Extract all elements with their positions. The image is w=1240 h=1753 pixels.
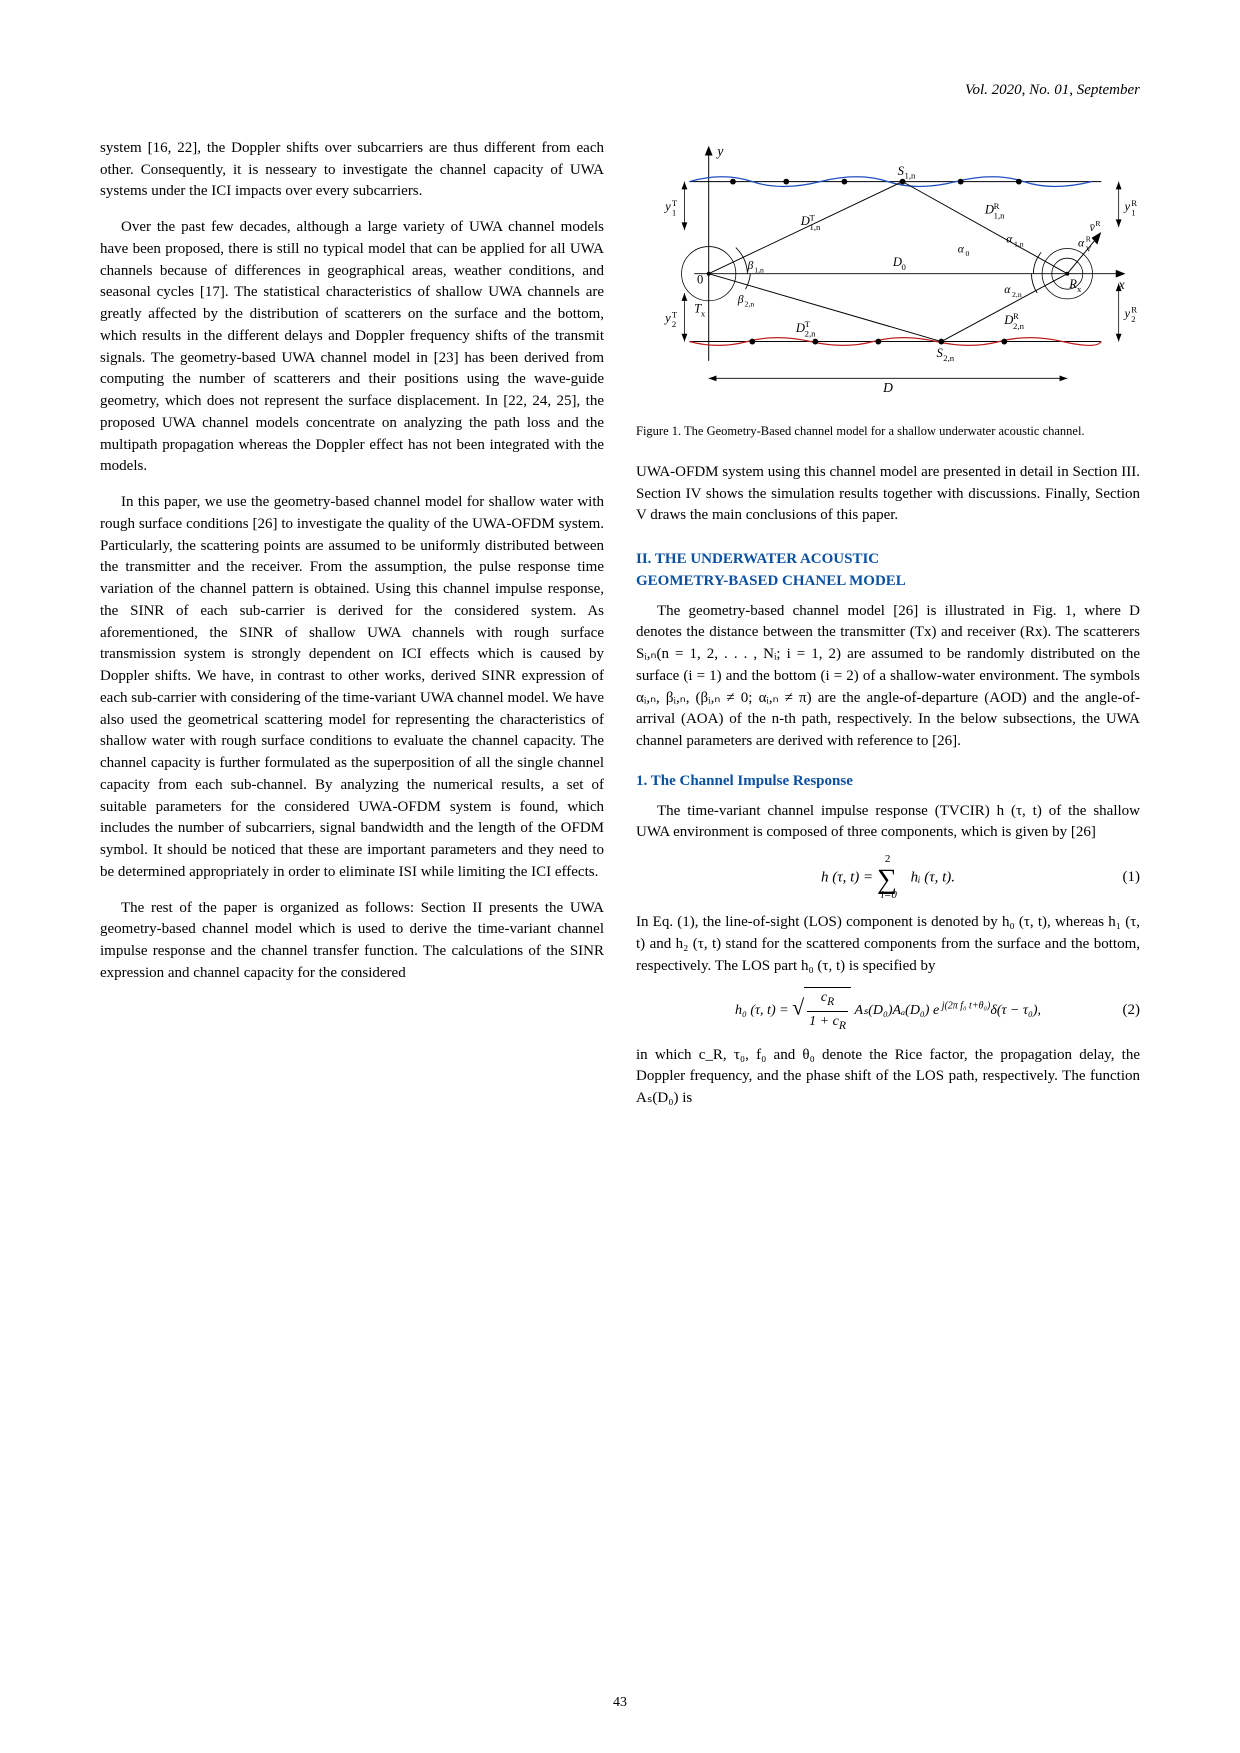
svg-text:α: α [1078, 236, 1085, 249]
svg-text:R: R [1131, 198, 1137, 208]
two-column-layout: system [16, 22], the Doppler shifts over… [100, 138, 1140, 1110]
svg-text:2: 2 [672, 319, 676, 329]
sub1-p-a: The time-variant channel impulse respons… [636, 801, 1140, 845]
equation-2: h₀ (τ, t) = √ cR 1 + cR Aₛ(D₀)Aₐ(D₀) e j… [636, 987, 1140, 1034]
figure-1: 0 y x [636, 138, 1140, 417]
svg-text:T: T [809, 212, 815, 222]
svg-text:1: 1 [672, 207, 676, 217]
section-2-p1: The geometry-based channel model [26] is… [636, 601, 1140, 753]
left-p3: In this paper, we use the geometry-based… [100, 492, 604, 884]
left-p4: The rest of the paper is organized as fo… [100, 898, 604, 985]
svg-text:T: T [805, 319, 811, 329]
header-volume: Vol. 2020, No. 01, September [100, 80, 1140, 102]
left-p2: Over the past few decades, although a la… [100, 217, 604, 478]
svg-text:2: 2 [1131, 314, 1135, 324]
svg-text:x: x [701, 308, 706, 318]
subsection-1-heading: 1. The Channel Impulse Response [636, 771, 1140, 793]
left-column: system [16, 22], the Doppler shifts over… [100, 138, 604, 1110]
svg-text:V: V [1086, 244, 1092, 253]
svg-text:y: y [663, 199, 671, 213]
svg-text:y: y [1122, 199, 1130, 213]
svg-text:2,n: 2,n [805, 328, 817, 338]
svg-text:0: 0 [966, 249, 970, 258]
svg-text:1,n: 1,n [754, 265, 764, 274]
left-p1: system [16, 22], the Doppler shifts over… [100, 138, 604, 203]
section-2-heading-l2: GEOMETRY-BASED CHANEL MODEL [636, 573, 906, 589]
section-2-heading-l1: II. THE UNDERWATER ACOUSTIC [636, 551, 879, 567]
svg-text:1,n: 1,n [904, 170, 916, 180]
sub1-p-b: In Eq. (1), the line-of-sight (LOS) comp… [636, 912, 1140, 977]
svg-text:0: 0 [902, 262, 907, 272]
right-column: 0 y x [636, 138, 1140, 1110]
svg-text:0: 0 [697, 272, 703, 286]
eq-1-number: (1) [1123, 867, 1141, 889]
svg-text:1,n: 1,n [1014, 239, 1024, 248]
svg-text:y: y [1122, 306, 1130, 320]
eq-2-number: (2) [1123, 1000, 1141, 1022]
svg-text:1: 1 [1131, 207, 1135, 217]
svg-text:α: α [958, 242, 965, 255]
svg-text:R: R [1068, 277, 1077, 291]
figure-1-caption: Figure 1. The Geometry-Based channel mod… [636, 423, 1140, 440]
svg-text:D: D [984, 202, 994, 216]
svg-text:D: D [892, 255, 902, 269]
sub1-p-c: in which c_R, τ₀, f₀ and θ₀ denote the R… [636, 1045, 1140, 1110]
svg-text:2,n: 2,n [1012, 290, 1022, 299]
svg-text:R: R [1086, 234, 1092, 243]
svg-text:y: y [663, 311, 671, 325]
svg-text:R: R [1013, 311, 1019, 321]
svg-text:2,n: 2,n [943, 353, 955, 363]
svg-text:R: R [1131, 304, 1137, 314]
svg-text:T: T [672, 198, 678, 208]
svg-text:D: D [1003, 313, 1013, 327]
svg-text:T: T [672, 309, 678, 319]
svg-text:D: D [800, 214, 810, 228]
svg-text:D: D [882, 380, 893, 395]
right-p-afterfig: UWA-OFDM system using this channel model… [636, 462, 1140, 527]
svg-text:β: β [746, 259, 753, 272]
svg-text:D: D [795, 321, 805, 335]
section-2-heading: II. THE UNDERWATER ACOUSTIC GEOMETRY-BAS… [636, 549, 1140, 593]
equation-1: h (τ, t) = 2 ∑ i=0 hᵢ (τ, t). (1) [636, 854, 1140, 902]
svg-text:x: x [1077, 284, 1082, 294]
svg-text:β: β [737, 293, 744, 306]
svg-text:1,n: 1,n [809, 222, 821, 232]
svg-text:y: y [715, 143, 724, 158]
svg-text:R: R [994, 201, 1000, 211]
svg-text:R: R [1095, 219, 1101, 228]
svg-text:2,n: 2,n [1013, 321, 1025, 331]
svg-text:2,n: 2,n [745, 299, 755, 308]
svg-text:1,n: 1,n [994, 210, 1006, 220]
svg-text:α: α [1006, 232, 1013, 245]
page-number: 43 [613, 1693, 627, 1713]
figure-1-svg: 0 y x [636, 138, 1140, 409]
svg-text:α: α [1004, 283, 1011, 296]
